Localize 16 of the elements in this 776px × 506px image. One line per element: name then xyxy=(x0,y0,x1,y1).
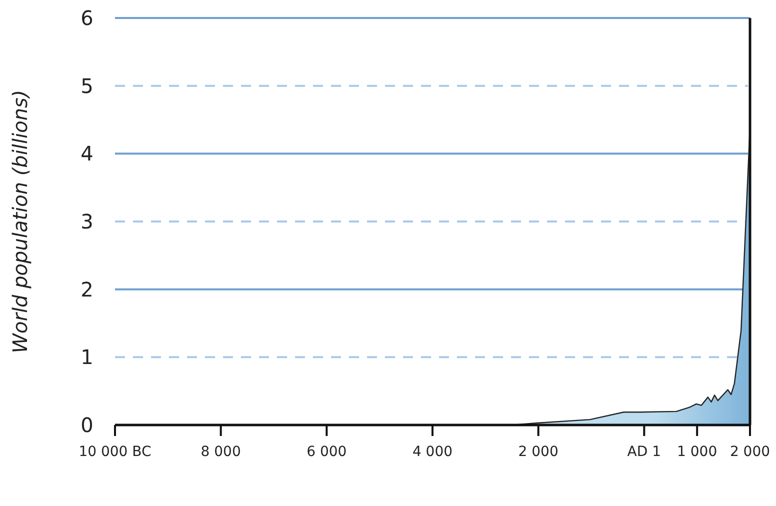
y-tick-label: 2 xyxy=(80,277,94,302)
y-tick-label: 5 xyxy=(80,74,94,98)
x-tick-label: 2 000 xyxy=(730,444,770,460)
x-tick-label: 6 000 xyxy=(306,444,347,460)
x-tick-label: 10 000 BC xyxy=(78,444,152,460)
x-tick-label: 4 000 xyxy=(412,444,453,460)
x-tick-label: 8 000 xyxy=(200,444,241,460)
y-tick-label: 4 xyxy=(80,142,94,166)
x-tick-label: AD 1 xyxy=(627,444,662,460)
x-tick-label: 2 000 xyxy=(518,444,558,460)
y-tick-label: 3 xyxy=(80,210,94,234)
y-tick-label: 1 xyxy=(80,345,94,370)
x-tick-label: 1 000 xyxy=(677,444,718,460)
y-tick-label: 6 xyxy=(80,6,94,30)
y-tick-label: 0 xyxy=(80,413,94,437)
y-axis-title: World population (billions) xyxy=(8,90,32,354)
